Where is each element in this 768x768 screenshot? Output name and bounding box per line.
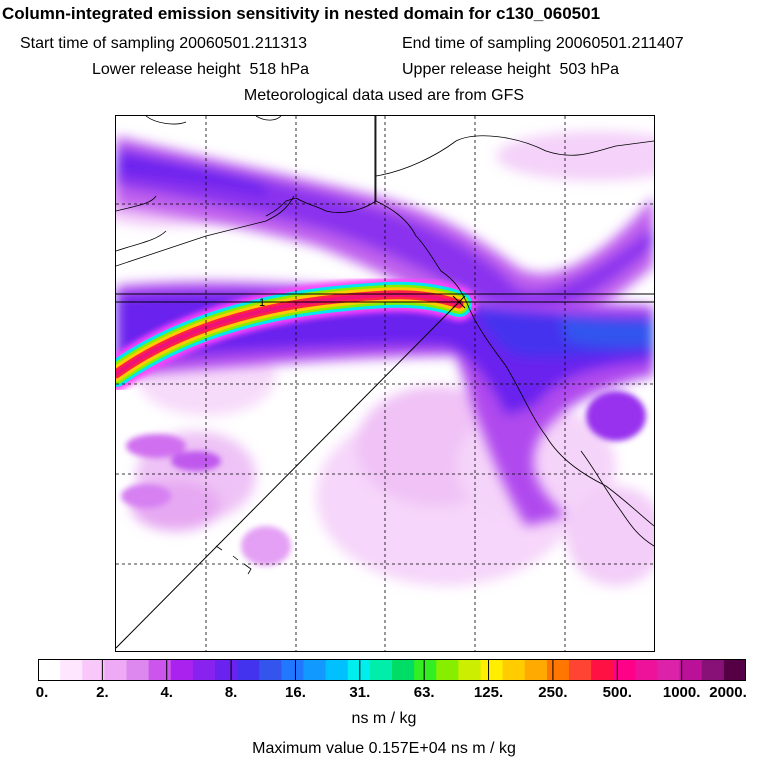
colorbar-cell: [635, 659, 659, 681]
upper-release-label: Upper release height: [402, 61, 551, 78]
map-svg: 1: [116, 116, 654, 651]
colorbar-cell: [591, 659, 614, 681]
colorbar-tick-label: 1000.: [662, 684, 701, 701]
colorbar-cell: [458, 659, 482, 681]
colorbar-tick-label: 250.: [538, 684, 568, 701]
colorbar-cell: [303, 659, 327, 681]
grid-lines: [116, 116, 654, 651]
colorbar-tick-label: 4.: [160, 684, 173, 701]
start-time-value: 20060501.211313: [179, 35, 308, 52]
colorbar-cell: [170, 659, 194, 681]
colorbar-tick-label: 16.: [285, 684, 306, 701]
colorbar-tick-label: 31.: [349, 684, 371, 701]
colorbar-tick-label: 2000.: [709, 684, 747, 701]
start-time-label: Start time of sampling: [20, 35, 175, 52]
colorbar-tick-label: 0.: [35, 684, 49, 701]
high-plume: [116, 277, 476, 391]
colorbar-cell: [60, 659, 83, 681]
colorbar-cell: [325, 659, 349, 681]
sensitivity-map: 1: [115, 115, 655, 652]
colorbar-tick-label: 2.: [96, 684, 109, 701]
colorbar-cell: [723, 659, 746, 681]
colorbar-cell: [347, 659, 371, 681]
colorbar-cell: [502, 659, 526, 681]
colorbar-tick-label: 63.: [413, 684, 435, 701]
end-time-label: End time of sampling: [402, 35, 552, 52]
end-time-value: 20060501.211407: [555, 35, 684, 52]
upper-release-height: Upper release height 503 hPa: [402, 61, 619, 79]
colorbar-cell: [237, 659, 260, 681]
met-data-note: Meteorological data used are from GFS: [243, 87, 525, 104]
release-marker: 1: [259, 297, 265, 309]
colorbar-cell: [369, 659, 393, 681]
colorbar-tick-label: 8.: [224, 684, 238, 701]
colorbar-cell: [679, 659, 703, 681]
colorbar-tick-label: 500.: [602, 684, 632, 701]
colorbar-cell: [392, 659, 415, 681]
colorbar-cell: [701, 659, 725, 681]
colorbar: [38, 659, 746, 681]
colorbar-cell: [657, 659, 681, 681]
colorbar-cell: [192, 659, 216, 681]
colorbar-units: ns m / kg: [351, 710, 417, 727]
colorbar-cell: [414, 659, 437, 681]
colorbar-cell: [215, 659, 238, 681]
colorbar-cell: [480, 659, 504, 681]
colorbar-cell: [148, 659, 172, 681]
colorbar-cell: [104, 659, 128, 681]
end-time: End time of sampling 20060501.211407: [402, 35, 684, 53]
lower-release-label: Lower release height: [92, 61, 241, 78]
southern-patches: [121, 391, 646, 566]
colorbar-cell: [436, 659, 459, 681]
colorbar-tick-marks: [38, 659, 746, 681]
domain-boundary: [116, 116, 654, 649]
diffuse-field: [116, 131, 654, 586]
lower-release-value: 518 hPa: [249, 61, 310, 78]
colorbar-cell: [126, 659, 150, 681]
colorbar-cell: [613, 659, 636, 681]
colorbar-cell: [569, 659, 592, 681]
colorbar-cell: [524, 659, 548, 681]
colorbar-cell: [82, 659, 105, 681]
colorbar-frame: [38, 659, 746, 681]
colorbar-cells: [38, 659, 746, 681]
colorbar-cell: [259, 659, 282, 681]
start-time: Start time of sampling 20060501.211313: [20, 35, 307, 53]
max-value-label: Maximum value 0.157E+04 ns m / kg: [252, 740, 516, 757]
chart-title: Column-integrated emission sensitivity i…: [2, 4, 601, 23]
upper-release-value: 503 hPa: [559, 61, 620, 78]
colorbar-cell: [281, 659, 305, 681]
coastlines: [116, 116, 654, 575]
colorbar-tick-label: 125.: [473, 684, 504, 701]
lower-release-height: Lower release height 518 hPa: [92, 61, 309, 79]
colorbar-cell: [546, 659, 570, 681]
colorbar-cell: [38, 659, 61, 681]
